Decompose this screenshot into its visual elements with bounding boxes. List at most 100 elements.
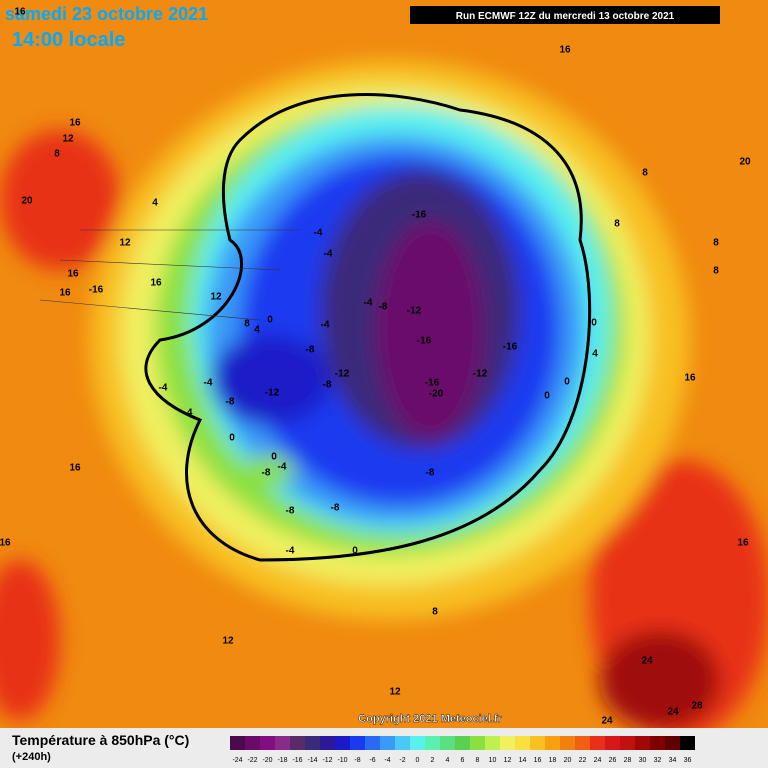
contour-label: -8	[323, 380, 332, 391]
contour-label: -4	[321, 320, 330, 331]
scale-label: -8	[354, 757, 360, 764]
scale-swatch	[680, 736, 695, 750]
scale-label: 32	[654, 757, 662, 764]
contour-label: 0	[352, 546, 358, 557]
contour-label: -4	[364, 298, 373, 309]
scale-label: 26	[609, 757, 617, 764]
contour-label: 12	[119, 238, 131, 249]
scale-label: 34	[669, 757, 677, 764]
legend-title: Température à 850hPa (°C)	[12, 732, 189, 748]
scale-swatch	[635, 736, 650, 750]
contour-label: -4	[184, 408, 193, 419]
scale-label: 16	[534, 757, 542, 764]
contour-label: -8	[262, 468, 271, 479]
contour-label: -16	[503, 342, 518, 353]
scale-label: 0	[416, 757, 420, 764]
scale-swatch	[455, 736, 470, 750]
contour-label: 16	[14, 7, 26, 18]
time-title: 14:00 locale	[12, 29, 125, 51]
scale-label: 12	[504, 757, 512, 764]
contour-label: 8	[713, 238, 719, 249]
scale-label: 18	[549, 757, 557, 764]
scale-label: -20	[262, 757, 272, 764]
contour-label: 16	[684, 373, 696, 384]
scale-label: -12	[322, 757, 332, 764]
contour-label: 16	[0, 538, 11, 549]
contour-label: -20	[429, 389, 444, 400]
contour-label: -4	[159, 383, 168, 394]
contour-label: -4	[324, 249, 333, 260]
scale-label: -18	[277, 757, 287, 764]
scale-swatch	[500, 736, 515, 750]
scale-label: 24	[594, 757, 602, 764]
scale-label: 14	[519, 757, 527, 764]
scale-swatch	[335, 736, 350, 750]
contour-label: 0	[544, 391, 550, 402]
contour-label: -8	[306, 345, 315, 356]
scale-label: 6	[461, 757, 465, 764]
scale-swatch	[650, 736, 665, 750]
contour-label: 12	[389, 687, 401, 698]
contour-label: -8	[379, 302, 388, 313]
contour-label: -12	[473, 369, 488, 380]
contour-label: 0	[591, 318, 597, 329]
scale-label: -6	[369, 757, 375, 764]
run-box	[410, 6, 720, 24]
contour-label: 16	[150, 278, 162, 289]
contour-label: 8	[432, 607, 438, 618]
contour-label: 24	[641, 656, 653, 667]
contour-label: -8	[331, 503, 340, 514]
contour-label: 24	[601, 716, 613, 727]
contour-label: -16	[412, 210, 427, 221]
scale-swatch	[395, 736, 410, 750]
contour-label: 16	[67, 269, 79, 280]
contour-label: 0	[564, 377, 570, 388]
scale-swatch	[410, 736, 425, 750]
contour-label: -12	[335, 369, 350, 380]
color-scale: -24 -22 -20 -18 -16 -14 -12 -10 -8 -6 -4 -2 0 2 4 6 8 10 1…	[230, 736, 695, 764]
contour-label: -12	[407, 306, 422, 317]
contour-label: 4	[592, 349, 598, 360]
scale-swatch	[290, 736, 305, 750]
scale-label: -22	[247, 757, 257, 764]
scale-label: 20	[564, 757, 572, 764]
scale-label: -4	[384, 757, 390, 764]
contour-label: 20	[739, 157, 751, 168]
contour-label: 8	[614, 219, 620, 230]
contour-label: -16	[425, 378, 440, 389]
contour-label: -12	[265, 388, 280, 399]
contour-label: -8	[286, 506, 295, 517]
contour-label: 0	[229, 433, 235, 444]
scale-swatch	[230, 736, 245, 750]
temperature-field: samedi 23 octobre 2021 14:00 locale Run …	[0, 0, 768, 728]
contour-label: 12	[62, 134, 74, 145]
contour-label: -4	[286, 546, 295, 557]
contour-label: 16	[69, 463, 81, 474]
scale-swatch	[590, 736, 605, 750]
scale-label: 30	[639, 757, 647, 764]
scale-swatch	[440, 736, 455, 750]
contour-label: 8	[642, 168, 648, 179]
contour-label: 0	[267, 315, 273, 326]
scale-swatch	[605, 736, 620, 750]
contour-label: 0	[271, 452, 277, 463]
scale-swatch	[305, 736, 320, 750]
contour-label: 28	[691, 701, 703, 712]
contour-label: -4	[314, 228, 323, 239]
date-title: samedi 23 octobre 2021	[5, 4, 208, 24]
contour-label: 4	[254, 325, 260, 336]
scale-label: 36	[684, 757, 692, 764]
scale-swatch	[260, 736, 275, 750]
scale-label: -2	[399, 757, 405, 764]
scale-swatch	[245, 736, 260, 750]
scale-label: 8	[476, 757, 480, 764]
scale-swatch	[560, 736, 575, 750]
contour-label: -8	[226, 397, 235, 408]
contour-label: 16	[69, 118, 81, 129]
scale-label: 4	[446, 757, 450, 764]
scale-label: 10	[489, 757, 497, 764]
contour-label: 8	[54, 149, 60, 160]
scale-swatch	[515, 736, 530, 750]
contour-label: -16	[89, 285, 104, 296]
